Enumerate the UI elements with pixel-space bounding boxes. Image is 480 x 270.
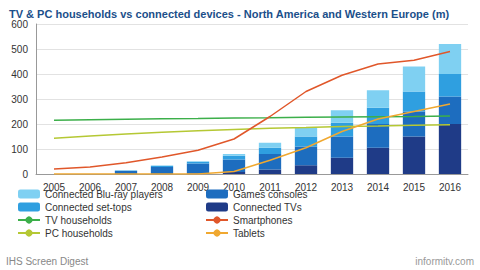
svg-text:500: 500	[11, 44, 28, 55]
svg-text:200: 200	[11, 119, 28, 130]
svg-text:Connected set-tops: Connected set-tops	[45, 202, 132, 213]
svg-text:2010: 2010	[222, 181, 246, 193]
svg-text:400: 400	[11, 69, 28, 80]
svg-text:Connected Blu-ray players: Connected Blu-ray players	[45, 189, 163, 200]
svg-text:0: 0	[22, 169, 28, 180]
svg-text:Games consoles: Games consoles	[233, 189, 307, 200]
svg-text:IHS Screen Digest: IHS Screen Digest	[6, 256, 88, 267]
svg-text:PC households: PC households	[45, 228, 113, 239]
svg-text:2008: 2008	[150, 181, 174, 193]
svg-text:2016: 2016	[439, 182, 462, 193]
svg-text:2013: 2013	[331, 182, 354, 193]
svg-text:100: 100	[11, 144, 28, 155]
svg-text:2006: 2006	[78, 181, 102, 193]
svg-text:2014: 2014	[367, 182, 390, 193]
svg-text:2007: 2007	[114, 181, 138, 193]
svg-text:2005: 2005	[42, 181, 66, 193]
svg-text:2015: 2015	[403, 182, 426, 193]
svg-text:2009: 2009	[187, 182, 210, 193]
svg-text:informitv.com: informitv.com	[415, 256, 474, 267]
svg-text:TV households: TV households	[45, 215, 112, 226]
svg-text:300: 300	[11, 94, 28, 105]
svg-text:Connected TVs: Connected TVs	[233, 202, 302, 213]
svg-text:Tablets: Tablets	[233, 228, 265, 239]
svg-text:TV & PC households vs connecte: TV & PC households vs connected devices …	[9, 8, 449, 20]
svg-text:2012: 2012	[294, 181, 318, 193]
svg-text:Smartphones: Smartphones	[233, 215, 292, 226]
svg-text:600: 600	[11, 19, 28, 30]
svg-text:2011: 2011	[259, 181, 281, 193]
